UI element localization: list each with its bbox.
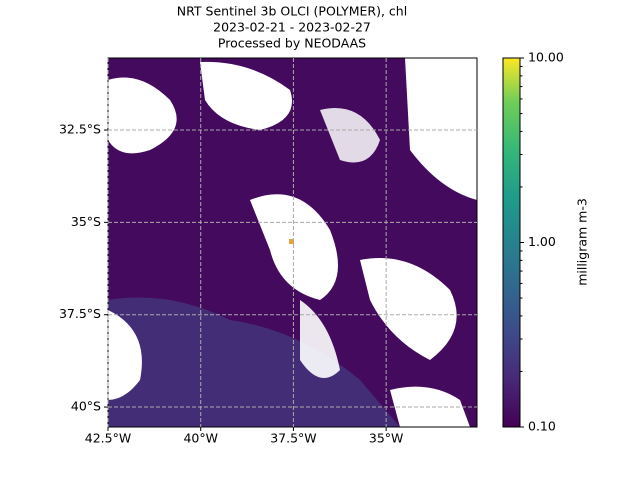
y-tick-label: 35°S	[71, 214, 101, 229]
x-tick-label: 35°W	[369, 431, 404, 446]
colorbar-label: milligram m-3	[575, 198, 590, 286]
colorbar	[502, 57, 521, 428]
colorbar-tick-label: 1.00	[528, 234, 556, 249]
x-tick-label: 37.5°W	[270, 431, 316, 446]
colorbar-tick-label: 0.10	[528, 419, 556, 434]
title-line: NRT Sentinel 3b OLCI (POLYMER), chl	[177, 4, 407, 19]
y-tick-label: 40°S	[71, 399, 101, 414]
x-tick-label: 40°W	[183, 431, 218, 446]
title-line: 2023-02-21 - 2023-02-27	[213, 20, 371, 35]
title-line: Processed by NEODAAS	[218, 36, 366, 51]
title: NRT Sentinel 3b OLCI (POLYMER), chl2023-…	[177, 4, 407, 51]
y-tick-label: 32.5°S	[59, 122, 101, 137]
colorbar-tick-label: 10.00	[528, 50, 564, 65]
map-image	[108, 58, 477, 427]
map-frame	[107, 57, 478, 428]
y-tick-label: 37.5°S	[59, 306, 101, 321]
x-tick-label: 42.5°W	[85, 431, 131, 446]
